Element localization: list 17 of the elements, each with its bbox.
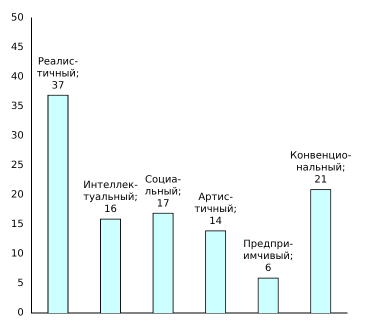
y-tick-label: 30 xyxy=(10,130,24,142)
data-label: Артис-тичный; 14 xyxy=(194,192,237,227)
y-tick-label: 50 xyxy=(10,12,24,24)
y-tick-label: 35 xyxy=(10,101,24,112)
data-label: Интеллек-туальный; 16 xyxy=(83,180,138,216)
y-tick-label: 0 xyxy=(17,308,24,319)
y-tick-label: 45 xyxy=(10,42,24,54)
data-label: Конвенцио-нальный; 21 xyxy=(290,150,352,186)
data-label: Реалис-тичный; 37 xyxy=(36,56,80,92)
data-label: Предпри-имчивый; 6 xyxy=(243,239,294,274)
y-tick-label: 40 xyxy=(10,72,24,83)
y-tick-label: 25 xyxy=(10,160,24,172)
y-tick-label: 20 xyxy=(10,190,24,201)
y-tick-label: 15 xyxy=(10,219,24,230)
data-label: Социа-льный; 17 xyxy=(144,174,182,210)
y-tick-label: 10 xyxy=(10,248,24,260)
y-tick-label: 5 xyxy=(17,278,24,290)
